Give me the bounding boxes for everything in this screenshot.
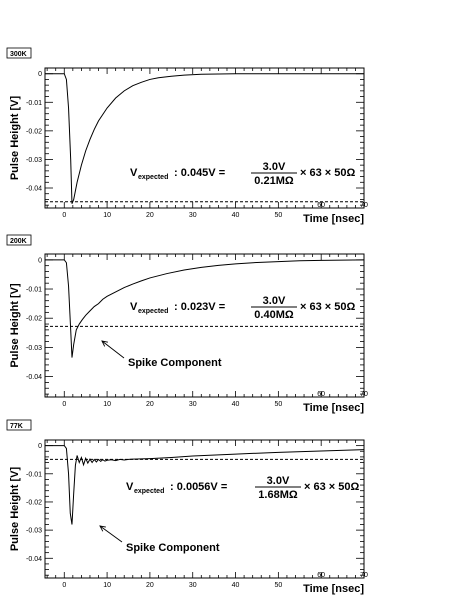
panel-1: 300K 0 10 20 30 40 50 60 70 0 -0.01 -0.02 -0.03 -0.04… <box>6 47 368 225</box>
y-tick-label: 0 <box>38 443 42 450</box>
plot-frame <box>44 67 365 209</box>
formula-tail: × 63 × 50Ω <box>300 301 355 313</box>
expected-value: : 0.0056V = <box>167 481 230 493</box>
x-tick-label: 40 <box>232 401 240 408</box>
x-tick-label: 40 <box>232 212 240 219</box>
y-tick-label: -0.03 <box>26 157 42 164</box>
v-symbol: V <box>130 167 138 179</box>
y-tick-label: -0.03 <box>26 528 42 535</box>
y-tick-label: -0.02 <box>26 316 42 323</box>
callout-arrow-head <box>99 525 106 532</box>
y-tick-label: -0.04 <box>26 556 42 563</box>
v-subscript: expected <box>134 488 164 495</box>
x-tick-label: 0 <box>62 582 66 589</box>
y-axis-title: Pulse Height [V] <box>9 95 21 180</box>
y-tick-label: -0.04 <box>26 186 42 193</box>
x-tick-label: 50 <box>274 212 282 219</box>
panel-3: 77K 0 10 20 30 40 50 60 70 0 -0.01 -0.02 -0.03 -0.04 T… <box>6 419 368 595</box>
pulse-waveform <box>45 73 364 204</box>
x-tick-label: 70 <box>360 572 368 579</box>
formula-tail: × 63 × 50Ω <box>300 167 355 179</box>
x-tick-label: 70 <box>360 391 368 398</box>
panel-2: 200K 0 10 20 30 40 50 60 70 0 -0.01 -0.02 -0.03 -0.04… <box>6 234 368 414</box>
y-axis-title: Pulse Height [V] <box>9 466 21 551</box>
spike-component-label: Spike Component <box>128 357 222 369</box>
panel-title: 300K <box>10 51 27 58</box>
x-tick-label: 60 <box>317 391 325 398</box>
x-tick-label: 30 <box>189 582 197 589</box>
panel-title: 200K <box>10 238 27 245</box>
x-tick-label: 20 <box>146 212 154 219</box>
x-tick-label: 60 <box>317 202 325 209</box>
x-tick-label: 30 <box>189 401 197 408</box>
y-tick-label: -0.02 <box>26 128 42 135</box>
y-tick-label: -0.02 <box>26 499 42 506</box>
x-tick-label: 20 <box>146 401 154 408</box>
x-tick-label: 10 <box>103 401 111 408</box>
x-tick-label: 0 <box>62 401 66 408</box>
x-tick-label: 0 <box>62 212 66 219</box>
panel-title-box <box>6 234 32 246</box>
x-tick-label: 10 <box>103 582 111 589</box>
x-tick-label: 30 <box>189 212 197 219</box>
fraction-denominator: 1.68MΩ <box>258 489 298 501</box>
y-tick-label: -0.01 <box>26 287 42 294</box>
pulse-waveform <box>45 259 365 358</box>
plot-frame <box>44 439 365 579</box>
fraction-denominator: 0.21MΩ <box>254 175 294 187</box>
y-tick-label: -0.01 <box>26 100 42 107</box>
x-tick-label: 60 <box>317 572 325 579</box>
v-subscript: expected <box>138 174 168 181</box>
panel-title-box <box>6 47 32 59</box>
formula-tail: × 63 × 50Ω <box>304 481 359 493</box>
expected-value: : 0.023V = <box>171 301 228 313</box>
callout-arrow-shaft <box>99 525 123 543</box>
y-tick-label: -0.03 <box>26 345 42 352</box>
fraction-numerator: 3.0V <box>263 295 286 307</box>
callout-arrow-shaft <box>101 340 125 359</box>
x-axis-title: Time [nsec] <box>303 583 364 595</box>
x-tick-label: 70 <box>360 202 368 209</box>
x-tick-label: 50 <box>274 582 282 589</box>
y-tick-label: -0.01 <box>26 471 42 478</box>
x-tick-label: 50 <box>274 401 282 408</box>
v-subscript: expected <box>138 308 168 315</box>
y-tick-label: 0 <box>38 71 42 78</box>
plot-frame <box>44 253 365 398</box>
panel-title-box <box>6 419 32 431</box>
pulse-waveform <box>45 445 365 525</box>
y-tick-label: 0 <box>38 257 42 264</box>
y-axis-title: Pulse Height [V] <box>9 283 21 368</box>
fraction-numerator: 3.0V <box>263 161 286 173</box>
y-tick-label: -0.04 <box>26 374 42 381</box>
panel-title: 77K <box>10 423 23 430</box>
x-tick-label: 10 <box>103 212 111 219</box>
fraction-numerator: 3.0V <box>267 475 290 487</box>
expected-value: : 0.045V = <box>171 167 228 179</box>
spike-component-label: Spike Component <box>126 542 220 554</box>
x-tick-label: 20 <box>146 582 154 589</box>
x-axis-title: Time [nsec] <box>303 402 364 414</box>
callout-arrow-head <box>101 340 108 347</box>
x-axis-title: Time [nsec] <box>303 213 364 225</box>
fraction-denominator: 0.40MΩ <box>254 309 294 321</box>
x-tick-label: 40 <box>232 582 240 589</box>
v-symbol: V <box>130 301 138 313</box>
v-symbol: V <box>126 481 134 493</box>
